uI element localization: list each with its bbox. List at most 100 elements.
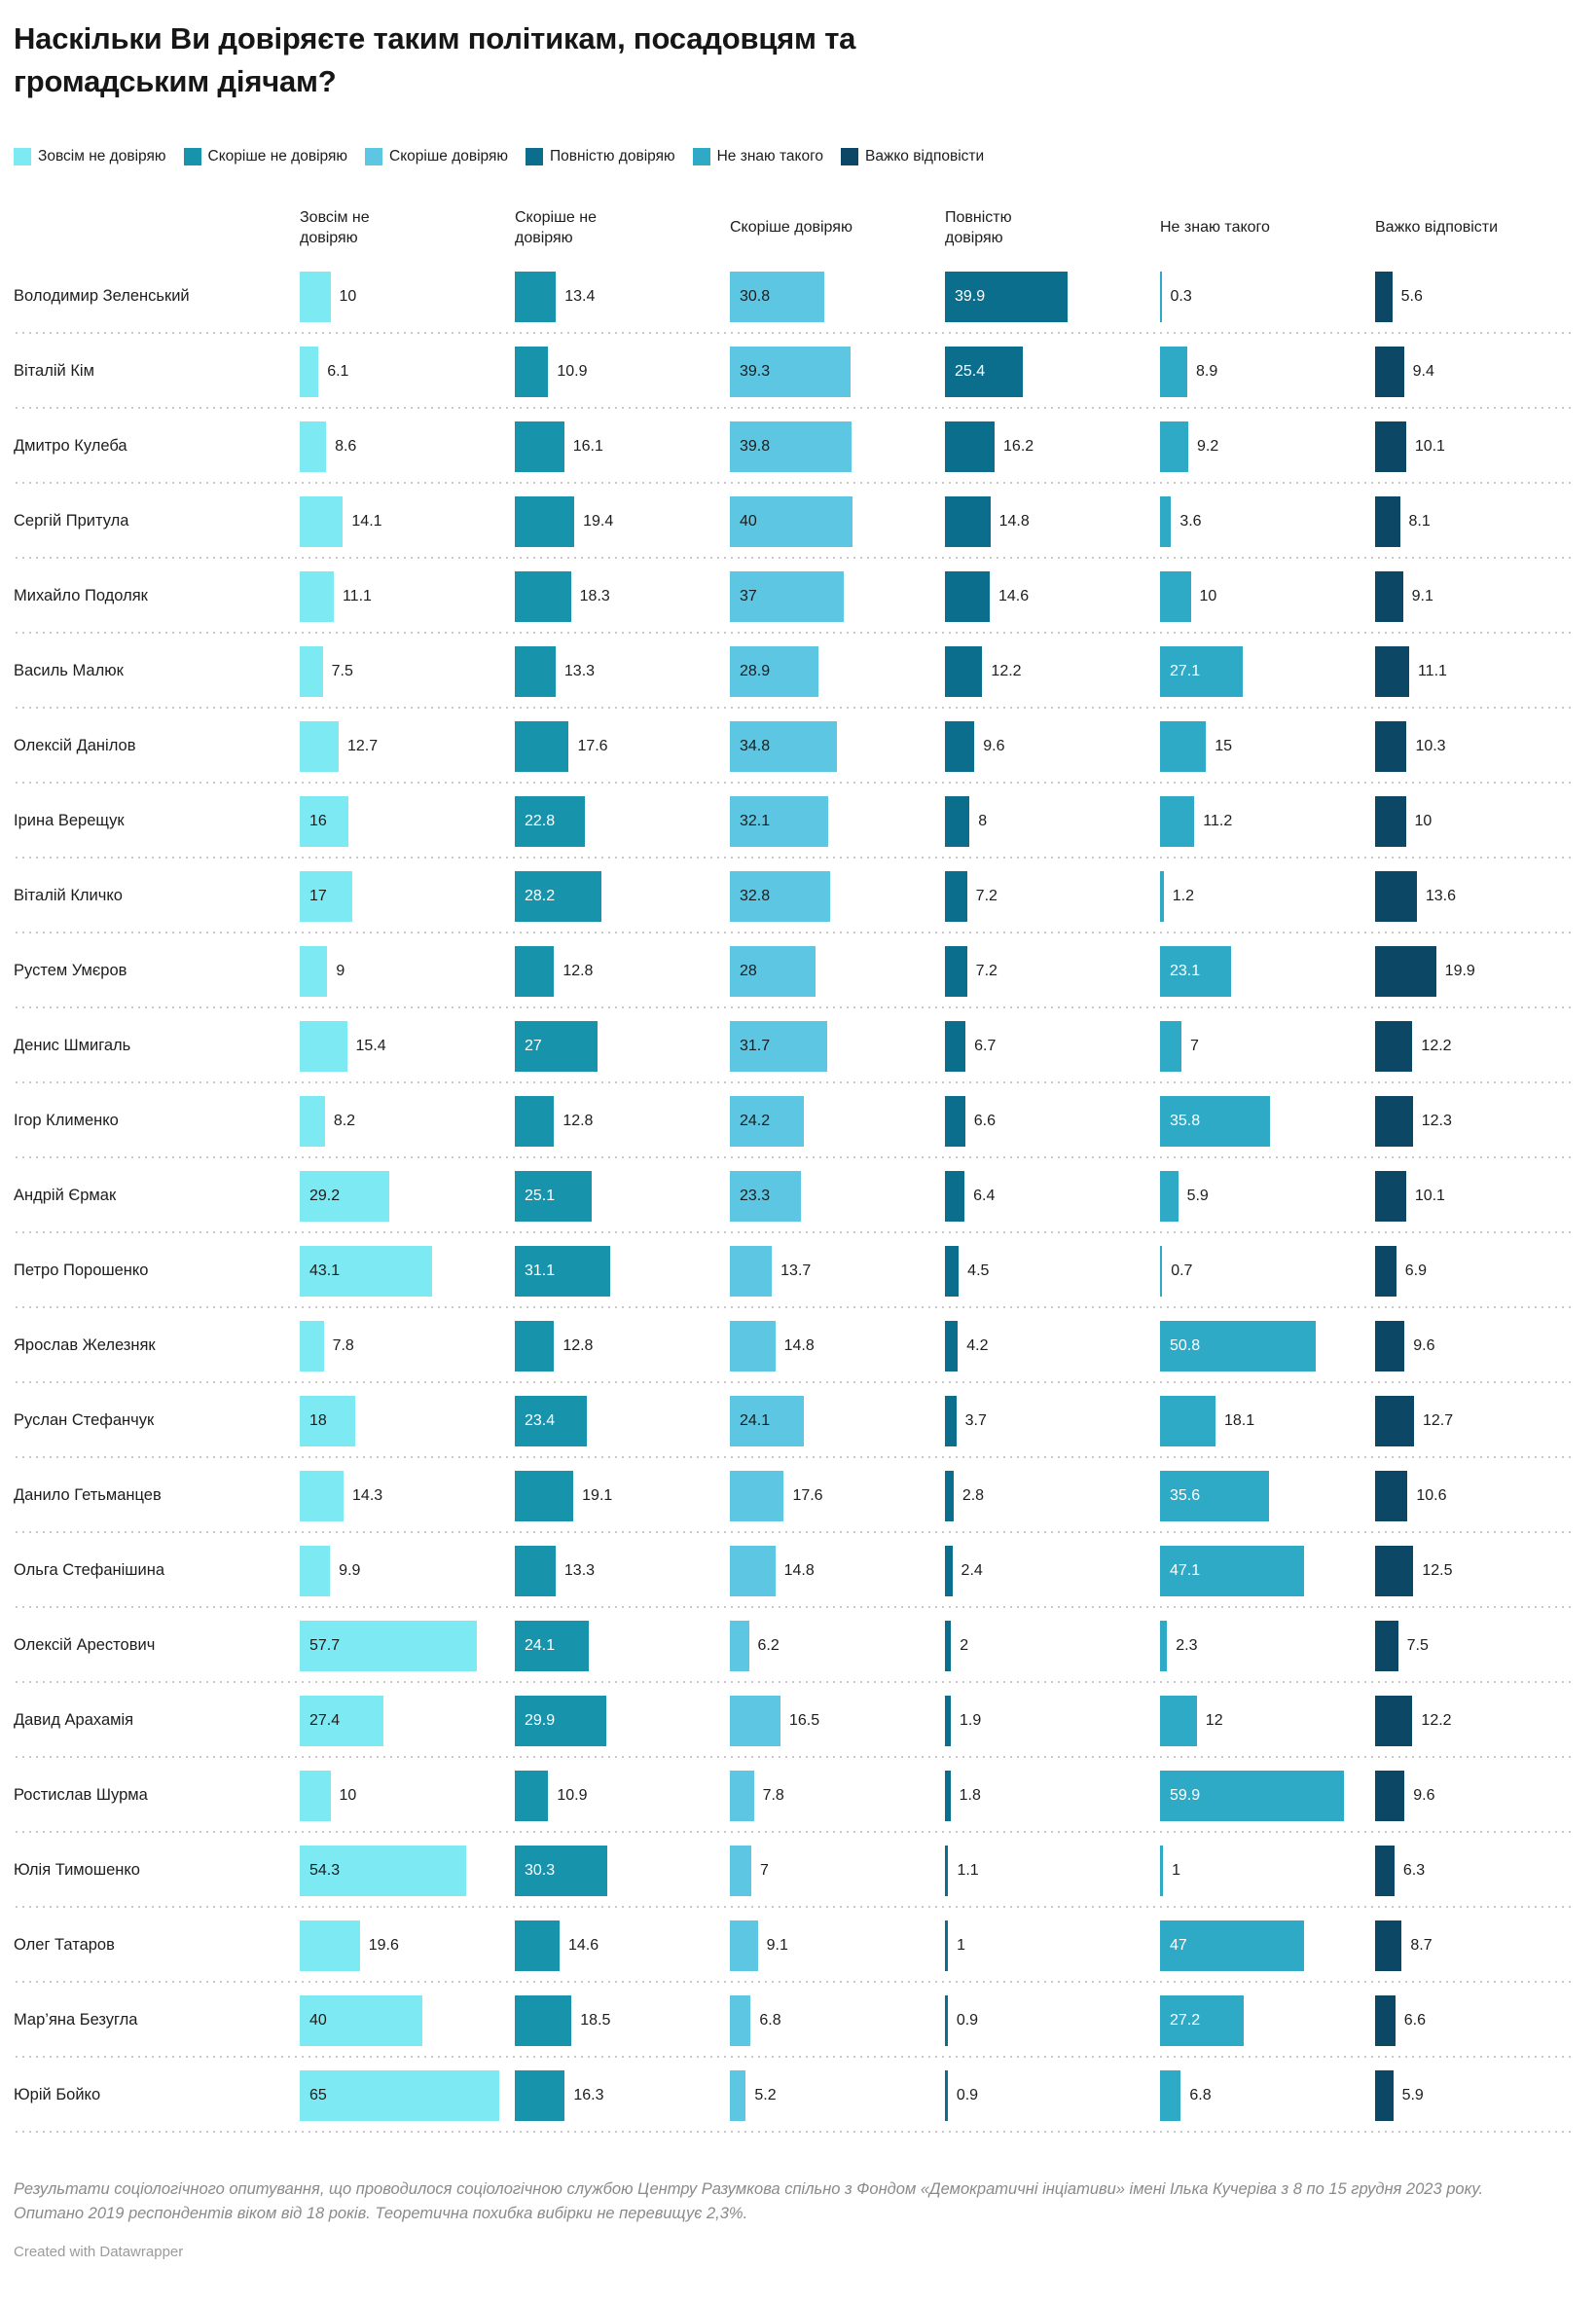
bar-cell: 16: [300, 795, 515, 847]
bar-cell: 7.2: [945, 945, 1160, 997]
politician-row: Юлія Тимошенко 54.3 30.3 7 1.1 1 6.3: [14, 1833, 1577, 1909]
bar: [1160, 720, 1207, 772]
bar-cell: 17.6: [515, 720, 730, 772]
bar-cell: 14.8: [730, 1545, 945, 1596]
value-label: 1.9: [959, 1711, 982, 1729]
value-label: 39.3: [740, 362, 771, 380]
value-label: 7.5: [1406, 1636, 1429, 1654]
bar: [1160, 495, 1172, 547]
bar-cell: 9.2: [1160, 421, 1375, 472]
bar-cell: 19.9: [1375, 945, 1590, 997]
value-label: 40: [309, 2011, 327, 2029]
value-label: 9.6: [983, 737, 1005, 754]
value-label: 2.3: [1176, 1636, 1198, 1654]
bar-cell: 8: [945, 795, 1160, 847]
legend-swatch: [14, 148, 31, 166]
value-label: 19.6: [368, 1936, 399, 1954]
bar: [1375, 1320, 1405, 1371]
bar-cell: 9: [300, 945, 515, 997]
value-label: 0.7: [1171, 1262, 1193, 1279]
bar-cell: 12.2: [945, 645, 1160, 697]
bar-cell: 10: [300, 1770, 515, 1821]
value-label: 15.4: [355, 1037, 386, 1054]
value-label: 6.4: [973, 1187, 996, 1204]
bar: [945, 645, 983, 697]
bar: [300, 570, 334, 622]
bar-cell: 43.1: [300, 1245, 515, 1297]
value-label: 12.7: [1423, 1411, 1454, 1429]
value-label: 37: [740, 587, 757, 604]
bar: [1160, 1620, 1168, 1671]
bar: [730, 795, 829, 847]
value-label: 6.8: [1189, 2086, 1212, 2103]
bar: [945, 271, 1068, 322]
value-label: 6.9: [1404, 1262, 1427, 1279]
bar-cell: 0.9: [945, 1994, 1160, 2046]
bar: [1160, 1695, 1197, 1746]
bar: [945, 1395, 957, 1446]
bar-cell: 9.4: [1375, 346, 1590, 397]
value-label: 13.4: [564, 287, 596, 305]
bar-cell: 19.4: [515, 495, 730, 547]
value-label: 19.9: [1444, 962, 1475, 979]
bar: [515, 1095, 555, 1147]
value-label: 65: [309, 2086, 327, 2103]
value-label: 6.2: [757, 1636, 780, 1654]
politician-row: Володимир Зеленський 10 13.4 30.8 39.9 0.3 5.6: [14, 259, 1577, 335]
bar: [945, 1695, 951, 1746]
bar: [515, 570, 571, 622]
politician-row: Ростислав Шурма 10 10.9 7.8 1.8 59.9 9.6: [14, 1758, 1577, 1834]
bar: [1160, 795, 1195, 847]
politician-row: Олексій Данілов 12.7 17.6 34.8 9.6 15 10.3: [14, 709, 1577, 785]
bar-cell: 2.3: [1160, 1620, 1375, 1671]
value-label: 19.4: [583, 512, 614, 530]
value-label: 7.2: [975, 962, 998, 979]
bar-cell: 12: [1160, 1695, 1375, 1746]
bar-cell: 39.9: [945, 271, 1160, 322]
value-label: 12.2: [991, 662, 1022, 679]
legend-swatch: [526, 148, 544, 166]
bar-cell: 27.2: [1160, 1994, 1375, 2046]
value-label: 6.6: [973, 1112, 997, 1129]
politician-row: Данило Гетьманцев 14.3 19.1 17.6 2.8 35.6 10.6: [14, 1458, 1577, 1534]
bar-cell: 40: [730, 495, 945, 547]
value-label: 16.5: [788, 1711, 820, 1729]
page-title: Наскільки Ви довіряєте таким політикам, …: [14, 21, 856, 99]
bar: [300, 1545, 331, 1596]
bar-cell: 6.6: [1375, 1994, 1590, 2046]
value-label: 3.7: [964, 1411, 987, 1429]
column-header: Скоріше довіряю: [730, 219, 852, 237]
bar-cell: 18: [300, 1395, 515, 1446]
legend-item: Зовсім не довіряю: [14, 148, 166, 166]
value-label: 14.8: [783, 1336, 815, 1354]
bar-cell: 65: [300, 2069, 515, 2121]
bar: [1375, 346, 1404, 397]
column-header: Повністю довіряю: [945, 208, 1012, 247]
politician-name: Дмитро Кулеба: [14, 437, 127, 456]
bar: [1160, 346, 1188, 397]
bar: [1160, 1170, 1179, 1222]
value-label: 14.8: [783, 1561, 815, 1579]
value-label: 12: [1205, 1711, 1223, 1729]
legend-label: Зовсім не довіряю: [38, 148, 166, 165]
politician-name: Ірина Верещук: [14, 812, 125, 830]
bar-cell: 6.9: [1375, 1245, 1590, 1297]
bar-cell: 8.9: [1160, 346, 1375, 397]
bar: [945, 1095, 965, 1147]
politician-name: Сергій Притула: [14, 512, 129, 530]
value-label: 7: [1190, 1037, 1199, 1054]
bar: [300, 1095, 325, 1147]
bar-cell: 14.1: [300, 495, 515, 547]
legend-label: Скоріше довіряю: [389, 148, 509, 165]
bar: [945, 1920, 949, 1971]
legend-label: Скоріше не довіряю: [207, 148, 348, 165]
bar-cell: 59.9: [1160, 1770, 1375, 1821]
bar: [730, 1920, 758, 1971]
bar-cell: 11.1: [300, 570, 515, 622]
bar-cell: 2.8: [945, 1470, 1160, 1521]
bar: [945, 495, 991, 547]
value-label: 57.7: [309, 1636, 341, 1654]
bar-cell: 14.8: [730, 1320, 945, 1371]
bar: [1375, 1920, 1402, 1971]
bar: [515, 271, 557, 322]
